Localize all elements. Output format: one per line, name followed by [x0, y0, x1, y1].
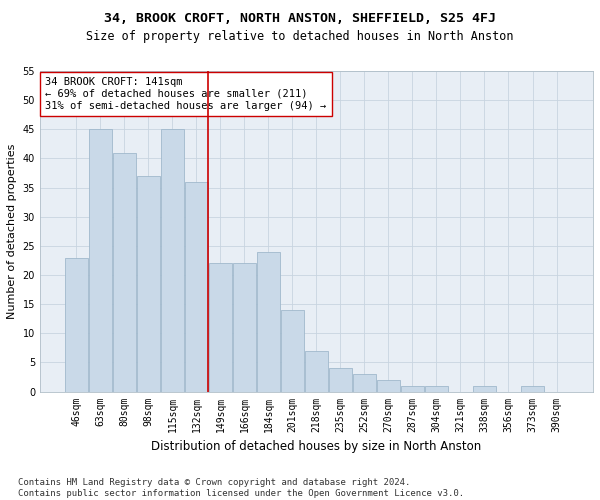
Bar: [65, 258, 88, 392]
Bar: [353, 374, 376, 392]
Bar: [401, 386, 424, 392]
Bar: [521, 386, 544, 392]
Bar: [305, 351, 328, 392]
Text: Contains HM Land Registry data © Crown copyright and database right 2024.
Contai: Contains HM Land Registry data © Crown c…: [18, 478, 464, 498]
Text: 34 BROOK CROFT: 141sqm
← 69% of detached houses are smaller (211)
31% of semi-de: 34 BROOK CROFT: 141sqm ← 69% of detached…: [46, 78, 326, 110]
Bar: [209, 264, 232, 392]
Bar: [257, 252, 280, 392]
Bar: [281, 310, 304, 392]
Bar: [89, 129, 112, 392]
Bar: [233, 264, 256, 392]
Bar: [113, 152, 136, 392]
Bar: [161, 129, 184, 392]
Bar: [377, 380, 400, 392]
Bar: [473, 386, 496, 392]
Bar: [137, 176, 160, 392]
Bar: [329, 368, 352, 392]
Bar: [185, 182, 208, 392]
Text: Size of property relative to detached houses in North Anston: Size of property relative to detached ho…: [86, 30, 514, 43]
Text: 34, BROOK CROFT, NORTH ANSTON, SHEFFIELD, S25 4FJ: 34, BROOK CROFT, NORTH ANSTON, SHEFFIELD…: [104, 12, 496, 26]
Bar: [425, 386, 448, 392]
X-axis label: Distribution of detached houses by size in North Anston: Distribution of detached houses by size …: [151, 440, 482, 453]
Y-axis label: Number of detached properties: Number of detached properties: [7, 144, 17, 319]
